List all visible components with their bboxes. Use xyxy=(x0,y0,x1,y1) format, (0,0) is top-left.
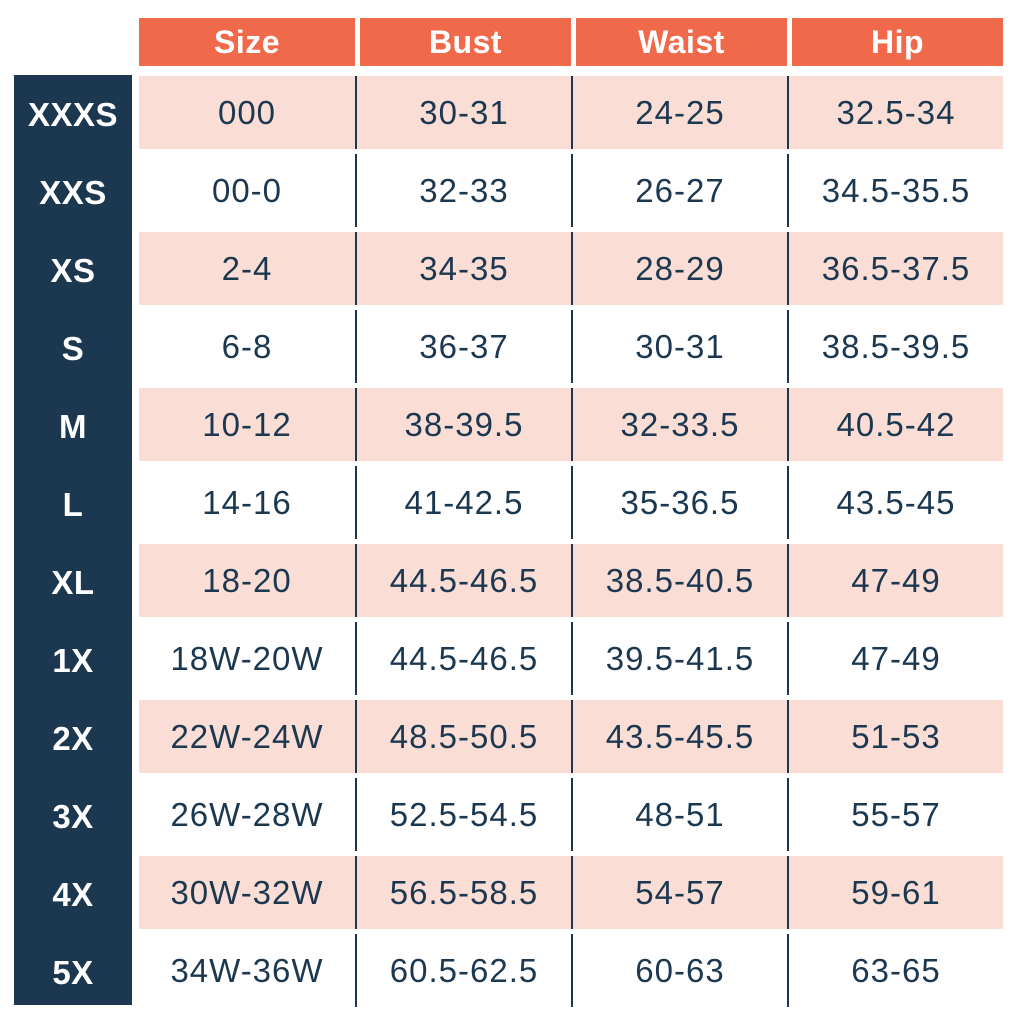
row-label: 4X xyxy=(52,876,94,913)
size-cell: 30W-32W xyxy=(139,856,355,929)
bust-cell: 60.5-62.5 xyxy=(355,934,571,1007)
hip-cell: 47-49 xyxy=(787,544,1003,617)
bust-cell: 44.5-46.5 xyxy=(355,622,571,695)
column-gutter xyxy=(132,856,139,934)
row-label: XXS xyxy=(39,174,107,211)
waist-cell: 26-27 xyxy=(571,154,787,227)
bust-cell: 48.5-50.5 xyxy=(355,700,571,773)
row-label: 5X xyxy=(52,954,94,991)
row-label: 1X xyxy=(52,642,94,679)
waist-cell: 60-63 xyxy=(571,934,787,1007)
size-cell: 34W-36W xyxy=(139,934,355,1007)
size-cell: 00-0 xyxy=(139,154,355,227)
column-gutter xyxy=(132,622,139,700)
size-cell: 000 xyxy=(139,76,355,149)
column-gutter xyxy=(132,544,139,622)
bust-cell: 32-33 xyxy=(355,154,571,227)
size-cell: 2-4 xyxy=(139,232,355,305)
hip-cell: 34.5-35.5 xyxy=(787,154,1003,227)
hip-cell: 51-53 xyxy=(787,700,1003,773)
hip-cell: 40.5-42 xyxy=(787,388,1003,461)
header-cell-hip: Hip xyxy=(787,18,1003,66)
header-cell-size: Size xyxy=(139,18,355,66)
header-cell-bust: Bust xyxy=(355,18,571,66)
waist-cell: 28-29 xyxy=(571,232,787,305)
row-label: XXXS xyxy=(27,96,119,133)
column-gutter xyxy=(132,232,139,310)
size-cell: 22W-24W xyxy=(139,700,355,773)
row-label: M xyxy=(59,408,87,445)
table-body: XXXS 000 30-31 24-25 32.5-34 XXS 00-0 32… xyxy=(14,76,1003,1012)
row-header-column-background xyxy=(14,75,132,1005)
bust-cell: 38-39.5 xyxy=(355,388,571,461)
hip-cell: 55-57 xyxy=(787,778,1003,851)
row-label: XL xyxy=(51,564,95,601)
hip-cell: 32.5-34 xyxy=(787,76,1003,149)
column-gutter xyxy=(132,154,139,232)
waist-cell: 43.5-45.5 xyxy=(571,700,787,773)
row-label: S xyxy=(61,330,85,367)
waist-cell: 54-57 xyxy=(571,856,787,929)
hip-cell: 38.5-39.5 xyxy=(787,310,1003,383)
bust-cell: 34-35 xyxy=(355,232,571,305)
waist-cell: 30-31 xyxy=(571,310,787,383)
waist-cell: 39.5-41.5 xyxy=(571,622,787,695)
waist-cell: 48-51 xyxy=(571,778,787,851)
size-cell: 14-16 xyxy=(139,466,355,539)
column-gutter xyxy=(132,388,139,466)
bust-cell: 41-42.5 xyxy=(355,466,571,539)
waist-cell: 38.5-40.5 xyxy=(571,544,787,617)
size-cell: 26W-28W xyxy=(139,778,355,851)
row-label: XS xyxy=(50,252,96,289)
column-gutter xyxy=(132,778,139,856)
size-cell: 18-20 xyxy=(139,544,355,617)
row-label: 2X xyxy=(52,720,94,757)
hip-cell: 43.5-45 xyxy=(787,466,1003,539)
hip-cell: 59-61 xyxy=(787,856,1003,929)
bust-cell: 44.5-46.5 xyxy=(355,544,571,617)
size-cell: 18W-20W xyxy=(139,622,355,695)
column-gutter xyxy=(132,76,139,154)
row-label: 3X xyxy=(52,798,94,835)
row-label: L xyxy=(62,486,84,523)
column-gutter xyxy=(132,466,139,544)
waist-cell: 32-33.5 xyxy=(571,388,787,461)
bust-cell: 36-37 xyxy=(355,310,571,383)
size-cell: 10-12 xyxy=(139,388,355,461)
waist-cell: 24-25 xyxy=(571,76,787,149)
hip-cell: 63-65 xyxy=(787,934,1003,1007)
bust-cell: 52.5-54.5 xyxy=(355,778,571,851)
bust-cell: 56.5-58.5 xyxy=(355,856,571,929)
hip-cell: 36.5-37.5 xyxy=(787,232,1003,305)
table-header-row: Size Bust Waist Hip xyxy=(139,18,1003,66)
header-cell-waist: Waist xyxy=(571,18,787,66)
waist-cell: 35-36.5 xyxy=(571,466,787,539)
column-gutter xyxy=(132,310,139,388)
column-gutter xyxy=(132,700,139,778)
column-gutter xyxy=(132,934,139,1012)
bust-cell: 30-31 xyxy=(355,76,571,149)
hip-cell: 47-49 xyxy=(787,622,1003,695)
size-cell: 6-8 xyxy=(139,310,355,383)
